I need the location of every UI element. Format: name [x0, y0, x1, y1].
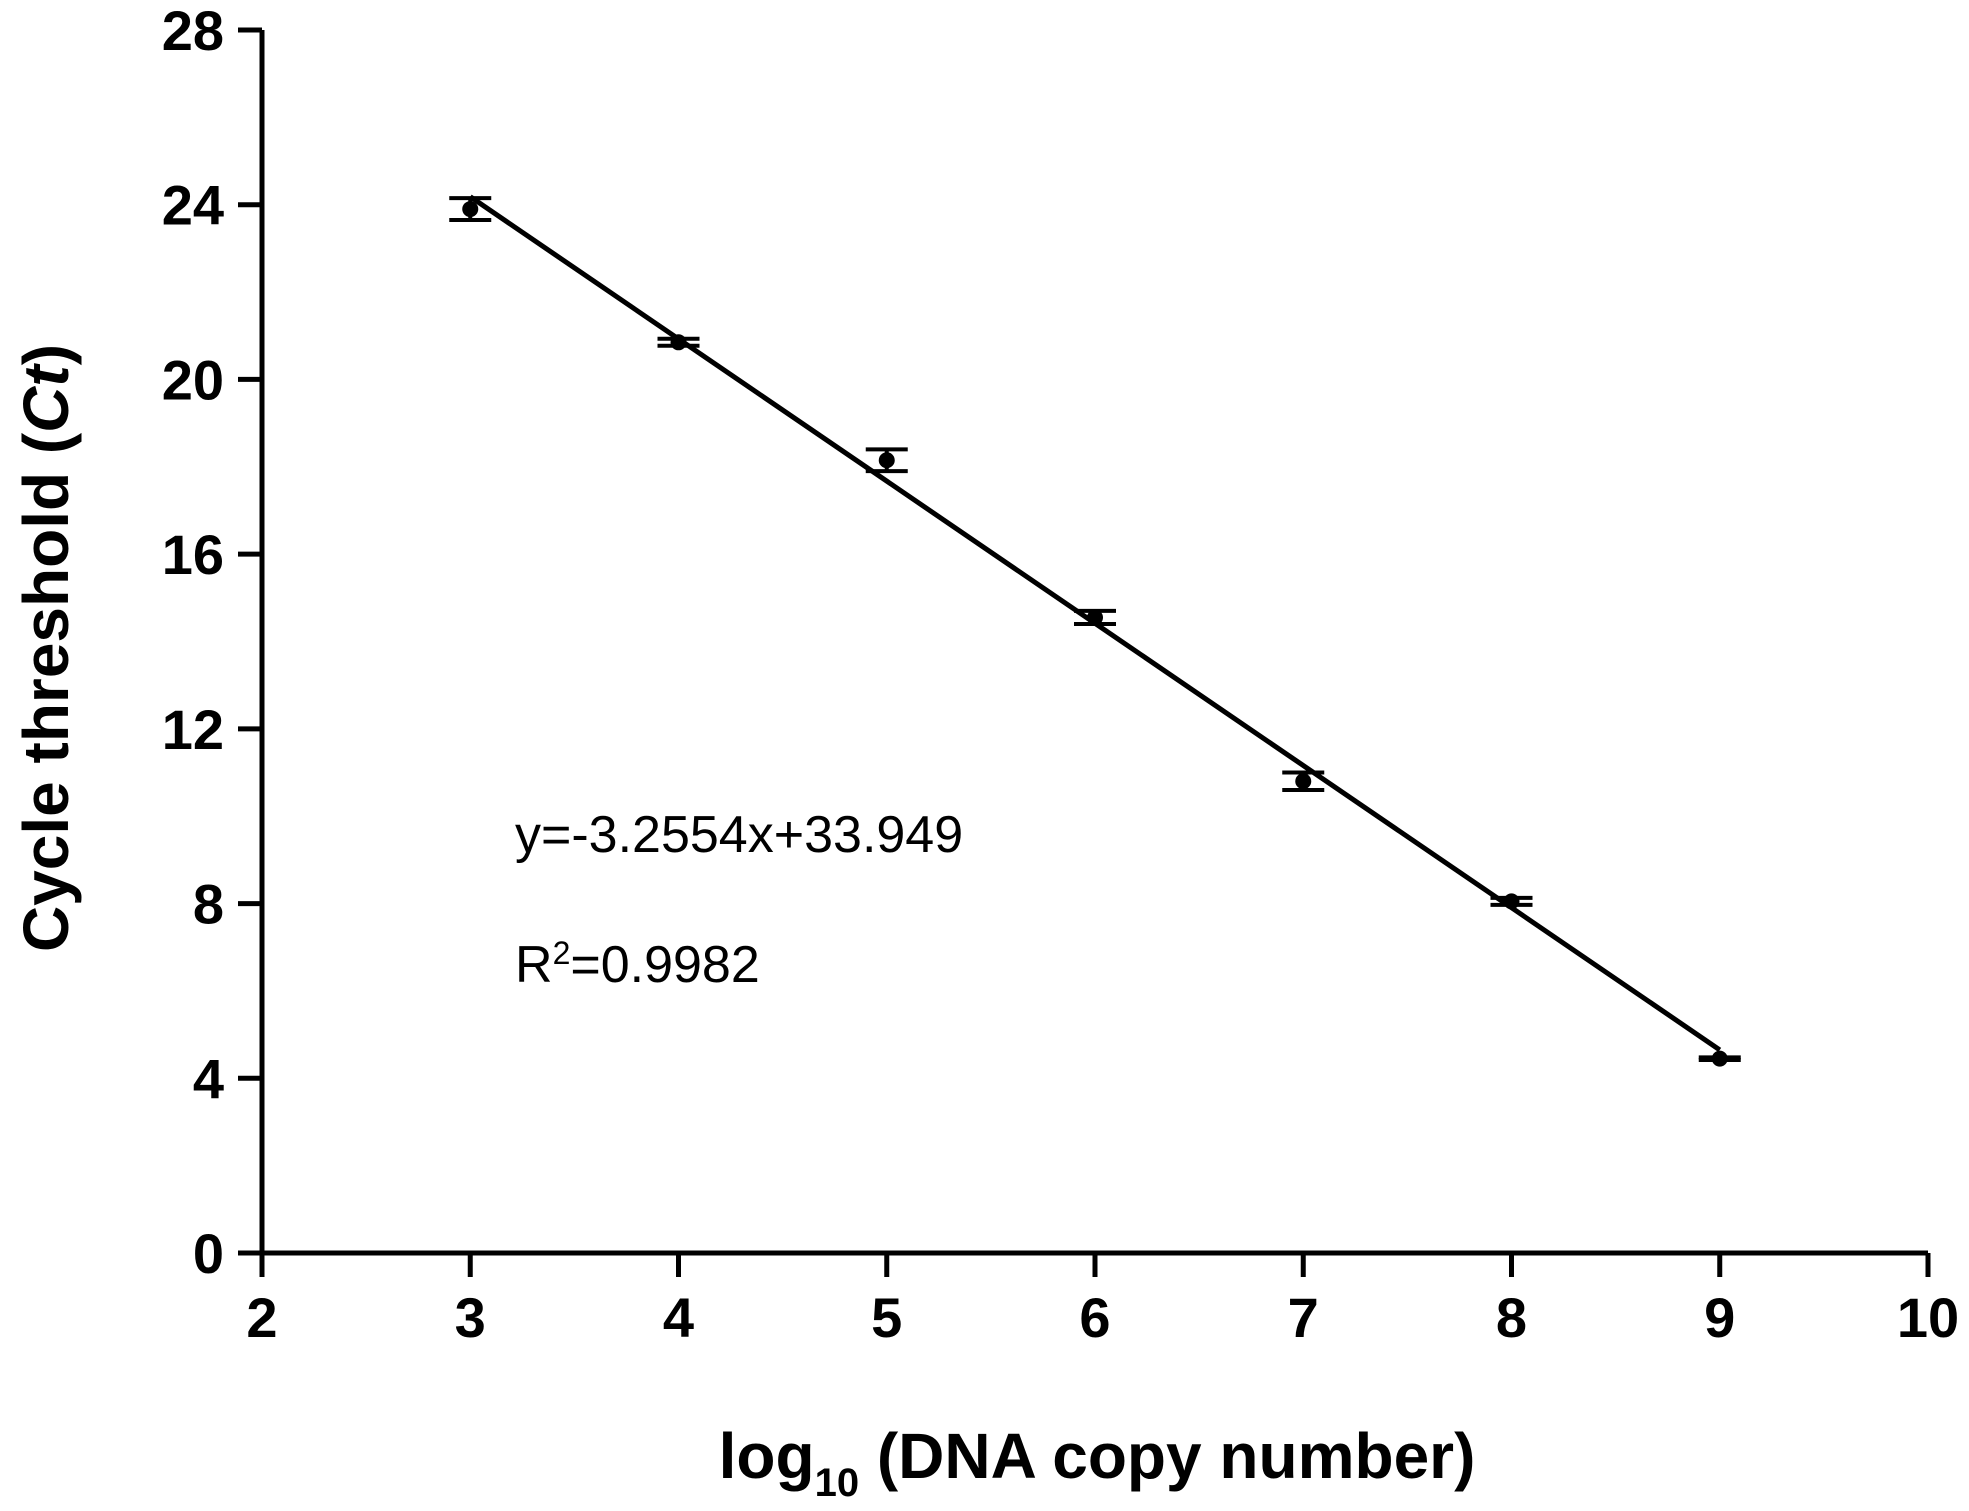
- r-squared: R2=0.9982: [515, 935, 760, 994]
- data-marks: [449, 194, 1741, 1067]
- y-tick-label: 28: [162, 0, 224, 62]
- x-tick-label: 6: [1079, 1286, 1110, 1349]
- y-axis-title: Cycle threshold (Ct): [10, 344, 82, 952]
- y-tick-label: 0: [193, 1222, 224, 1285]
- axes: 2 3 4 5 6 7 8 9 10 0 4 8 12 16 20 24 28: [162, 0, 1959, 1349]
- data-point: [1503, 893, 1520, 910]
- x-tick-label: 2: [246, 1286, 277, 1349]
- fit-equation: y=-3.2554x+33.949: [515, 806, 963, 864]
- x-tick-label: 3: [455, 1286, 486, 1349]
- data-point: [878, 452, 895, 469]
- y-tick-label: 12: [162, 698, 224, 761]
- data-point: [462, 201, 479, 218]
- x-tick-label: 4: [663, 1286, 694, 1349]
- data-point: [1087, 609, 1103, 626]
- y-tick-label: 24: [162, 174, 224, 237]
- data-point: [670, 334, 687, 351]
- x-tick-label: 5: [871, 1286, 902, 1349]
- y-tick-label: 16: [162, 523, 224, 586]
- y-tick-label: 8: [193, 873, 224, 936]
- y-tick-label: 20: [162, 348, 224, 411]
- data-point: [1295, 773, 1312, 790]
- x-tick-label: 8: [1496, 1286, 1527, 1349]
- x-tick-label: 9: [1704, 1286, 1735, 1349]
- x-axis-title: log10 (DNA copy number): [719, 1420, 1476, 1505]
- x-tick-label: 10: [1897, 1286, 1959, 1349]
- y-tick-label: 4: [193, 1047, 224, 1110]
- x-tick-label: 7: [1288, 1286, 1319, 1349]
- data-point: [1711, 1050, 1728, 1067]
